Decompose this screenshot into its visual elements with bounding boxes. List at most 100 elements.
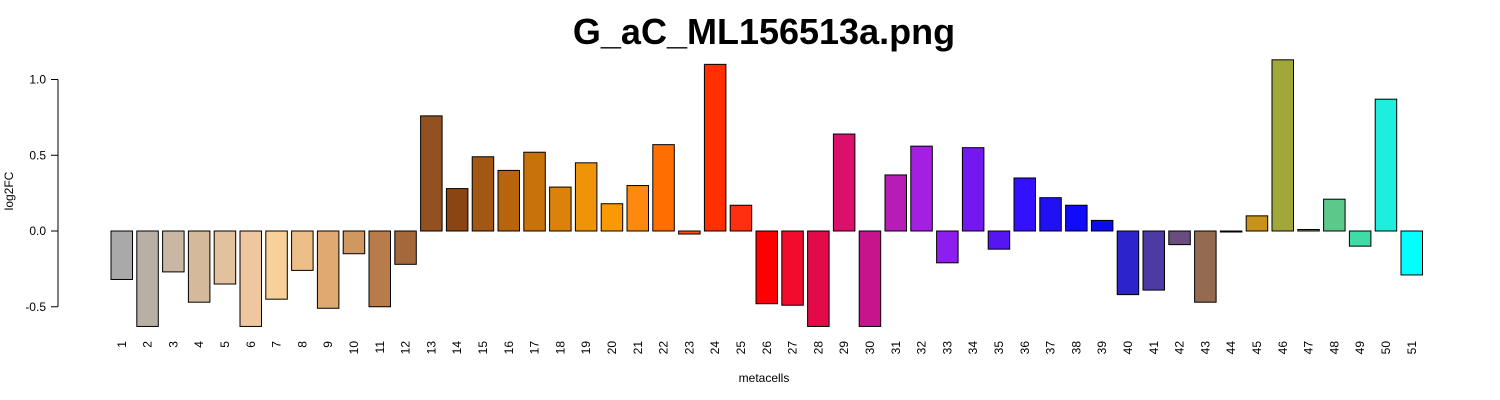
x-tick-label-31: 31 [889, 341, 903, 355]
bar-45 [1245, 215, 1269, 232]
y-axis-label: log2FC [2, 171, 16, 210]
bar-10 [342, 230, 366, 255]
bar-51 [1400, 230, 1423, 276]
x-tick-label-42: 42 [1173, 341, 1187, 355]
bar-20 [600, 203, 624, 232]
x-tick-label-9: 9 [321, 341, 335, 348]
x-tick-label-39: 39 [1095, 341, 1109, 355]
bar-39 [1090, 219, 1114, 232]
bar-30 [858, 230, 882, 327]
x-tick-label-8: 8 [295, 341, 309, 348]
bar-41 [1142, 230, 1165, 291]
x-tick-label-40: 40 [1121, 341, 1135, 355]
x-tick-label-18: 18 [553, 341, 567, 355]
y-tick-label: 1.0 [29, 73, 46, 87]
x-tick-label-37: 37 [1044, 341, 1058, 355]
x-tick-label-46: 46 [1276, 341, 1290, 355]
bar-22 [652, 144, 675, 232]
bar-12 [394, 230, 417, 265]
y-tick-label: -0.5 [25, 300, 46, 314]
bar-26 [755, 230, 778, 305]
y-axis: -0.5 0.0 0.5 1.0 [25, 73, 59, 314]
x-tick-label-48: 48 [1327, 341, 1341, 355]
x-tick-label-16: 16 [502, 341, 516, 355]
x-tick-label-25: 25 [734, 341, 748, 355]
x-tick-label-23: 23 [682, 341, 696, 355]
bar-13 [420, 115, 443, 232]
x-tick-label-35: 35 [992, 341, 1006, 355]
bar-18 [549, 186, 572, 232]
x-tick-label-20: 20 [605, 341, 619, 355]
x-tick-label-19: 19 [579, 341, 593, 355]
x-tick-label-44: 44 [1224, 341, 1238, 355]
x-tick-label-5: 5 [218, 341, 232, 348]
x-tick-label-10: 10 [347, 341, 361, 355]
bar-49 [1348, 230, 1372, 247]
bar-44 [1219, 230, 1243, 233]
bar-17 [523, 151, 546, 232]
x-tick-label-3: 3 [166, 341, 180, 348]
x-tick-label-43: 43 [1198, 341, 1212, 355]
x-tick-label-51: 51 [1405, 341, 1419, 355]
x-tick-label-47: 47 [1302, 341, 1316, 355]
bar-43 [1194, 230, 1217, 303]
bar-15 [471, 156, 495, 232]
bar-33 [936, 230, 959, 264]
bar-23 [678, 230, 701, 235]
bar-31 [884, 174, 907, 232]
bar-8 [291, 230, 314, 271]
x-tick-label-14: 14 [450, 341, 464, 355]
x-tick-label-11: 11 [373, 341, 387, 354]
bar-9 [316, 230, 340, 309]
x-tick-label-26: 26 [760, 341, 774, 355]
bar-25 [729, 204, 753, 232]
bar-34 [961, 147, 985, 232]
bar-29 [832, 133, 856, 232]
bar-2 [136, 230, 159, 327]
bar-46 [1271, 59, 1294, 232]
bar-35 [987, 230, 1011, 250]
y-tick-label: 0.0 [29, 224, 46, 238]
x-tick-label-15: 15 [476, 341, 490, 355]
bar-27 [781, 230, 804, 306]
x-tick-label-49: 49 [1353, 341, 1367, 355]
bar-5 [213, 230, 237, 285]
bar-19 [574, 162, 598, 232]
bar-42 [1168, 230, 1191, 246]
x-tick-label-34: 34 [966, 341, 980, 355]
x-tick-label-32: 32 [915, 341, 929, 355]
x-tick-label-22: 22 [657, 341, 671, 355]
x-tick-label-29: 29 [837, 341, 851, 355]
x-tick-label-4: 4 [192, 341, 206, 348]
x-tick-label-36: 36 [1018, 341, 1032, 355]
bar-1 [110, 230, 133, 280]
x-tick-label-30: 30 [863, 341, 877, 355]
bar-38 [1065, 204, 1088, 232]
x-tick-label-12: 12 [399, 341, 413, 355]
x-axis-label: metacells [739, 371, 790, 385]
x-tick-label-24: 24 [708, 341, 722, 355]
bar-47 [1297, 228, 1320, 232]
x-tick-label-33: 33 [940, 341, 954, 355]
x-tick-label-13: 13 [424, 341, 438, 355]
x-tick-label-45: 45 [1250, 341, 1264, 355]
bar-3 [162, 230, 185, 273]
bar-40 [1116, 230, 1140, 296]
x-tick-label-38: 38 [1069, 341, 1083, 355]
bar-21 [626, 185, 649, 232]
x-tick-label-50: 50 [1379, 341, 1393, 355]
bar-7 [265, 230, 288, 300]
y-tick-label: 0.5 [29, 148, 46, 162]
bar-32 [910, 145, 933, 232]
bar-36 [1013, 177, 1036, 232]
x-tick-label-21: 21 [631, 341, 645, 355]
bars-group [110, 59, 1423, 327]
x-tick-label-28: 28 [811, 341, 825, 355]
bar-48 [1323, 198, 1346, 232]
x-tick-label-1: 1 [115, 341, 129, 348]
bar-6 [239, 230, 262, 327]
x-tick-label-6: 6 [244, 341, 258, 348]
bar-50 [1374, 98, 1398, 232]
bar-37 [1039, 197, 1062, 232]
